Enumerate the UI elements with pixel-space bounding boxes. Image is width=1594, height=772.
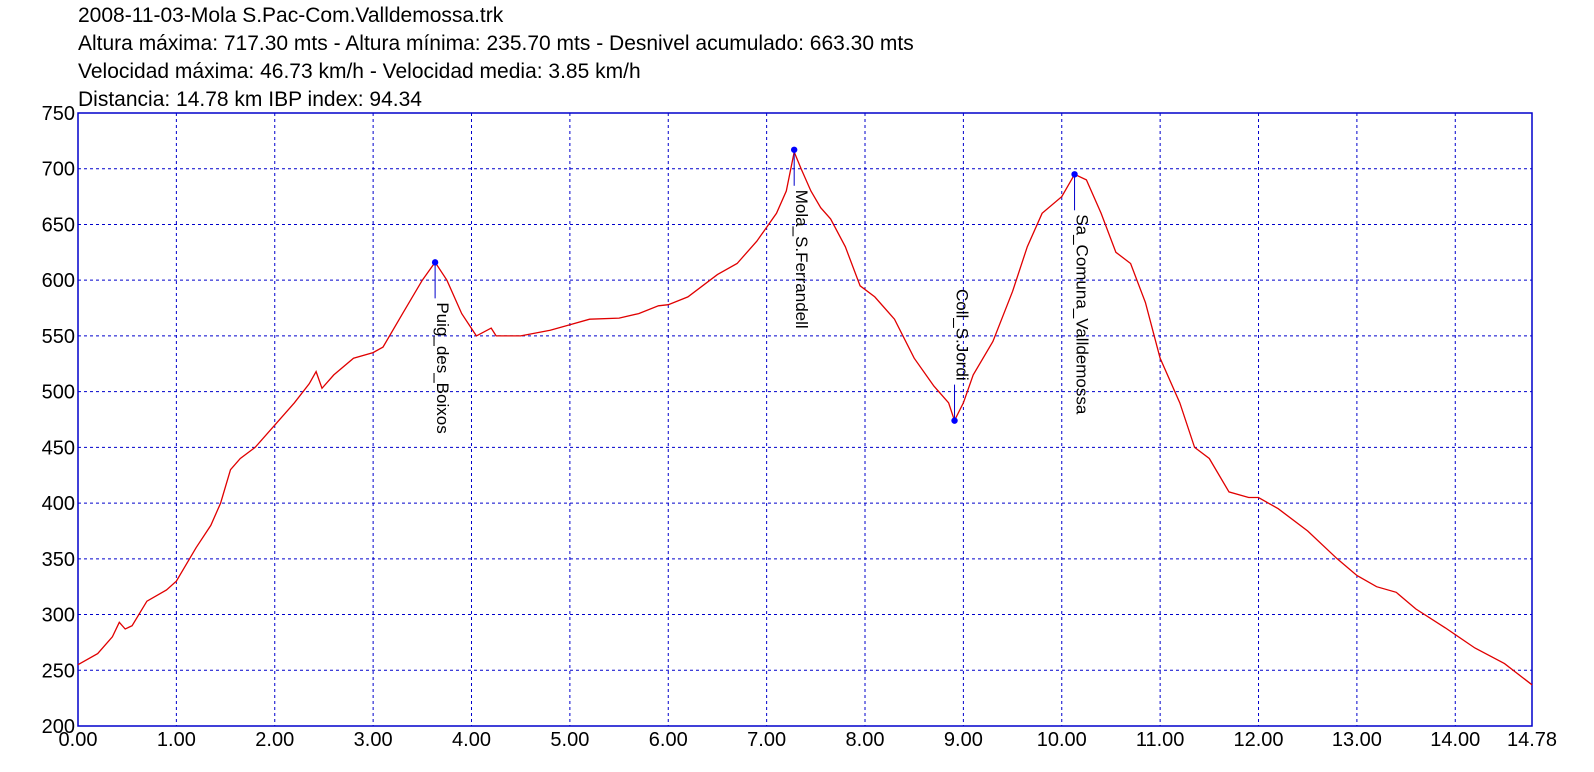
altitude-summary: Altura máxima: 717.30 mts - Altura mínim…: [78, 32, 914, 55]
x-tick-label: 6.00: [649, 729, 688, 751]
x-tick-label: 8.00: [846, 729, 885, 751]
y-tick-label: 350: [42, 549, 75, 571]
x-tick-label: 5.00: [550, 729, 589, 751]
y-tick-label: 200: [42, 716, 75, 738]
y-tick-label: 500: [42, 382, 75, 404]
file-title: 2008-11-03-Mola S.Pac-Com.Valldemossa.tr…: [78, 4, 504, 27]
y-tick-label: 750: [42, 103, 75, 125]
x-tick-label: 4.00: [452, 729, 491, 751]
y-tick-label: 450: [42, 437, 75, 459]
y-tick-label: 400: [42, 493, 75, 515]
x-tick-label: 12.00: [1233, 729, 1283, 751]
plot-frame: [77, 112, 1533, 727]
waypoint-label: Mola_S.Ferrandell: [792, 190, 811, 329]
speed-summary: Velocidad máxima: 46.73 km/h - Velocidad…: [78, 60, 641, 83]
distance-summary: Distancia: 14.78 km IBP index: 94.34: [78, 88, 422, 111]
y-tick-label: 600: [42, 270, 75, 292]
y-tick-label: 700: [42, 159, 75, 181]
waypoint-dot: [790, 146, 798, 153]
waypoint-marker: Mola_S.Ferrandell: [790, 146, 811, 329]
x-tick-label: 13.00: [1332, 729, 1382, 751]
waypoint-label: Sa_Comuna_Valldemossa: [1073, 214, 1092, 415]
waypoint-label: Coll_S.Jordi: [953, 289, 972, 381]
waypoint-dot: [1071, 171, 1078, 178]
x-tick-label: 7.00: [747, 729, 786, 751]
elevation-line: [77, 149, 1533, 686]
x-tick-label: 3.00: [354, 729, 393, 751]
x-tick-label: 14.00: [1430, 729, 1480, 751]
x-tick-label: 14.78: [1507, 729, 1557, 751]
y-tick-label: 550: [42, 326, 75, 348]
y-tick-label: 650: [42, 214, 75, 236]
waypoint-marker: Puig_des_Boixos: [431, 259, 452, 434]
waypoint-marker: Coll_S.Jordi: [951, 289, 972, 424]
waypoint-label: Puig_des_Boixos: [433, 302, 452, 433]
x-tick-label: 11.00: [1136, 729, 1185, 751]
x-tick-label: 10.00: [1037, 729, 1087, 751]
x-tick-label: 1.00: [157, 729, 196, 751]
waypoint-dot: [951, 417, 958, 424]
x-tick-label: 9.00: [944, 729, 983, 751]
waypoint-dot: [431, 259, 439, 266]
y-tick-label: 300: [42, 605, 75, 627]
x-tick-label: 0.00: [59, 729, 98, 751]
waypoint-marker: Sa_Comuna_Valldemossa: [1071, 171, 1092, 415]
y-tick-label: 250: [42, 660, 75, 682]
x-tick-label: 2.00: [255, 729, 294, 751]
